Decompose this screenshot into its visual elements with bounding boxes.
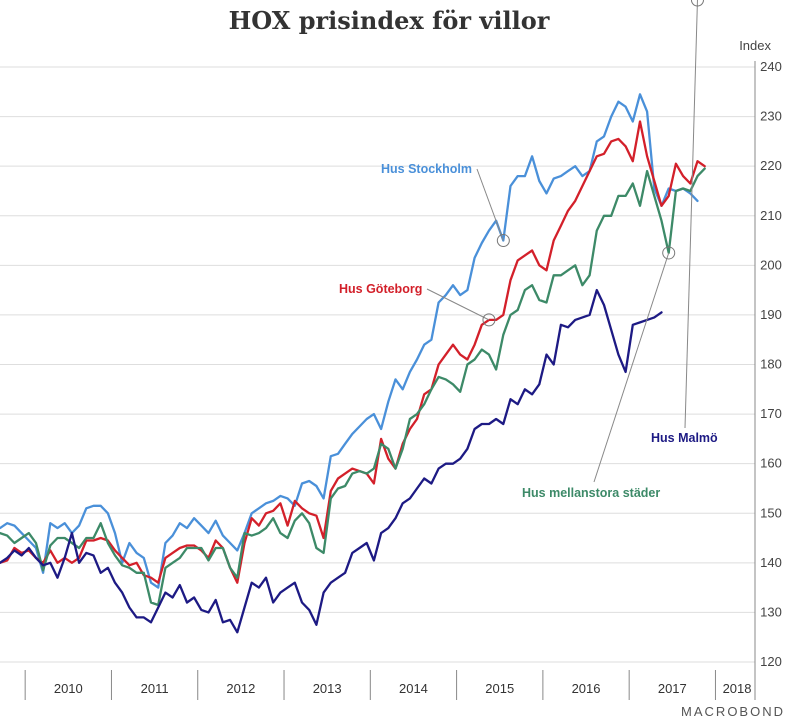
- annotation-leader-line: [684, 0, 698, 429]
- y-axis-unit-label: Index: [739, 38, 771, 53]
- y-tick-label: 180: [760, 357, 782, 372]
- x-tick-label: 2012: [226, 681, 255, 696]
- y-tick-label: 220: [760, 158, 782, 173]
- series-lines: [0, 93, 706, 634]
- y-axis-ticks: 120 130 140 150 160 170 180 190 200 210 220 230 240: [754, 59, 782, 700]
- annotation-label: Hus Malmö: [651, 431, 718, 445]
- series-line-hus-malm: [0, 288, 663, 634]
- x-tick-label: 2014: [399, 681, 428, 696]
- chart-title: HOX prisindex för villor: [229, 6, 550, 35]
- annotation-marker: [496, 234, 510, 248]
- y-tick-label: 160: [760, 456, 782, 471]
- y-tick-label: 230: [760, 109, 782, 124]
- annotation-marker: [662, 246, 676, 260]
- annotation-leader-line: [476, 168, 504, 241]
- series-line-hus-mellanstora-st-der: [0, 167, 706, 607]
- gridlines: [0, 66, 755, 663]
- x-tick-label: 2010: [54, 681, 83, 696]
- series-line-hus-stockholm: [0, 93, 699, 589]
- x-axis: 2010 2011 2012 2013 2014 2015 2016 2017 2018: [24, 670, 752, 700]
- y-tick-label: 200: [760, 257, 782, 272]
- annotations: Hus Stockholm Hus Göteborg Hus mellanstora…: [339, 0, 718, 500]
- y-tick-label: 130: [760, 604, 782, 619]
- y-tick-label: 120: [760, 654, 782, 669]
- series-line-hus-g-teborg: [0, 120, 706, 584]
- y-tick-label: 240: [760, 59, 782, 74]
- y-tick-label: 140: [760, 555, 782, 570]
- y-tick-label: 190: [760, 307, 782, 322]
- annotation-label: Hus mellanstora städer: [522, 486, 660, 500]
- annotation-label: Hus Stockholm: [381, 162, 472, 176]
- x-tick-label: 2016: [572, 681, 601, 696]
- x-tick-label: 2013: [313, 681, 342, 696]
- x-tick-label: 2017: [658, 681, 687, 696]
- x-tick-label: 2018: [723, 681, 752, 696]
- y-tick-label: 170: [760, 406, 782, 421]
- macrobond-logo: MACROBOND: [681, 704, 785, 719]
- annotation-marker: [482, 313, 496, 327]
- x-tick-label: 2011: [141, 681, 169, 696]
- annotation-leader-line: [593, 252, 670, 483]
- annotation-label: Hus Göteborg: [339, 282, 422, 296]
- y-tick-label: 150: [760, 505, 782, 520]
- annotation-marker: [690, 0, 704, 7]
- y-tick-label: 210: [760, 208, 782, 223]
- annotation-leader-line: [426, 288, 490, 321]
- x-tick-label: 2015: [485, 681, 514, 696]
